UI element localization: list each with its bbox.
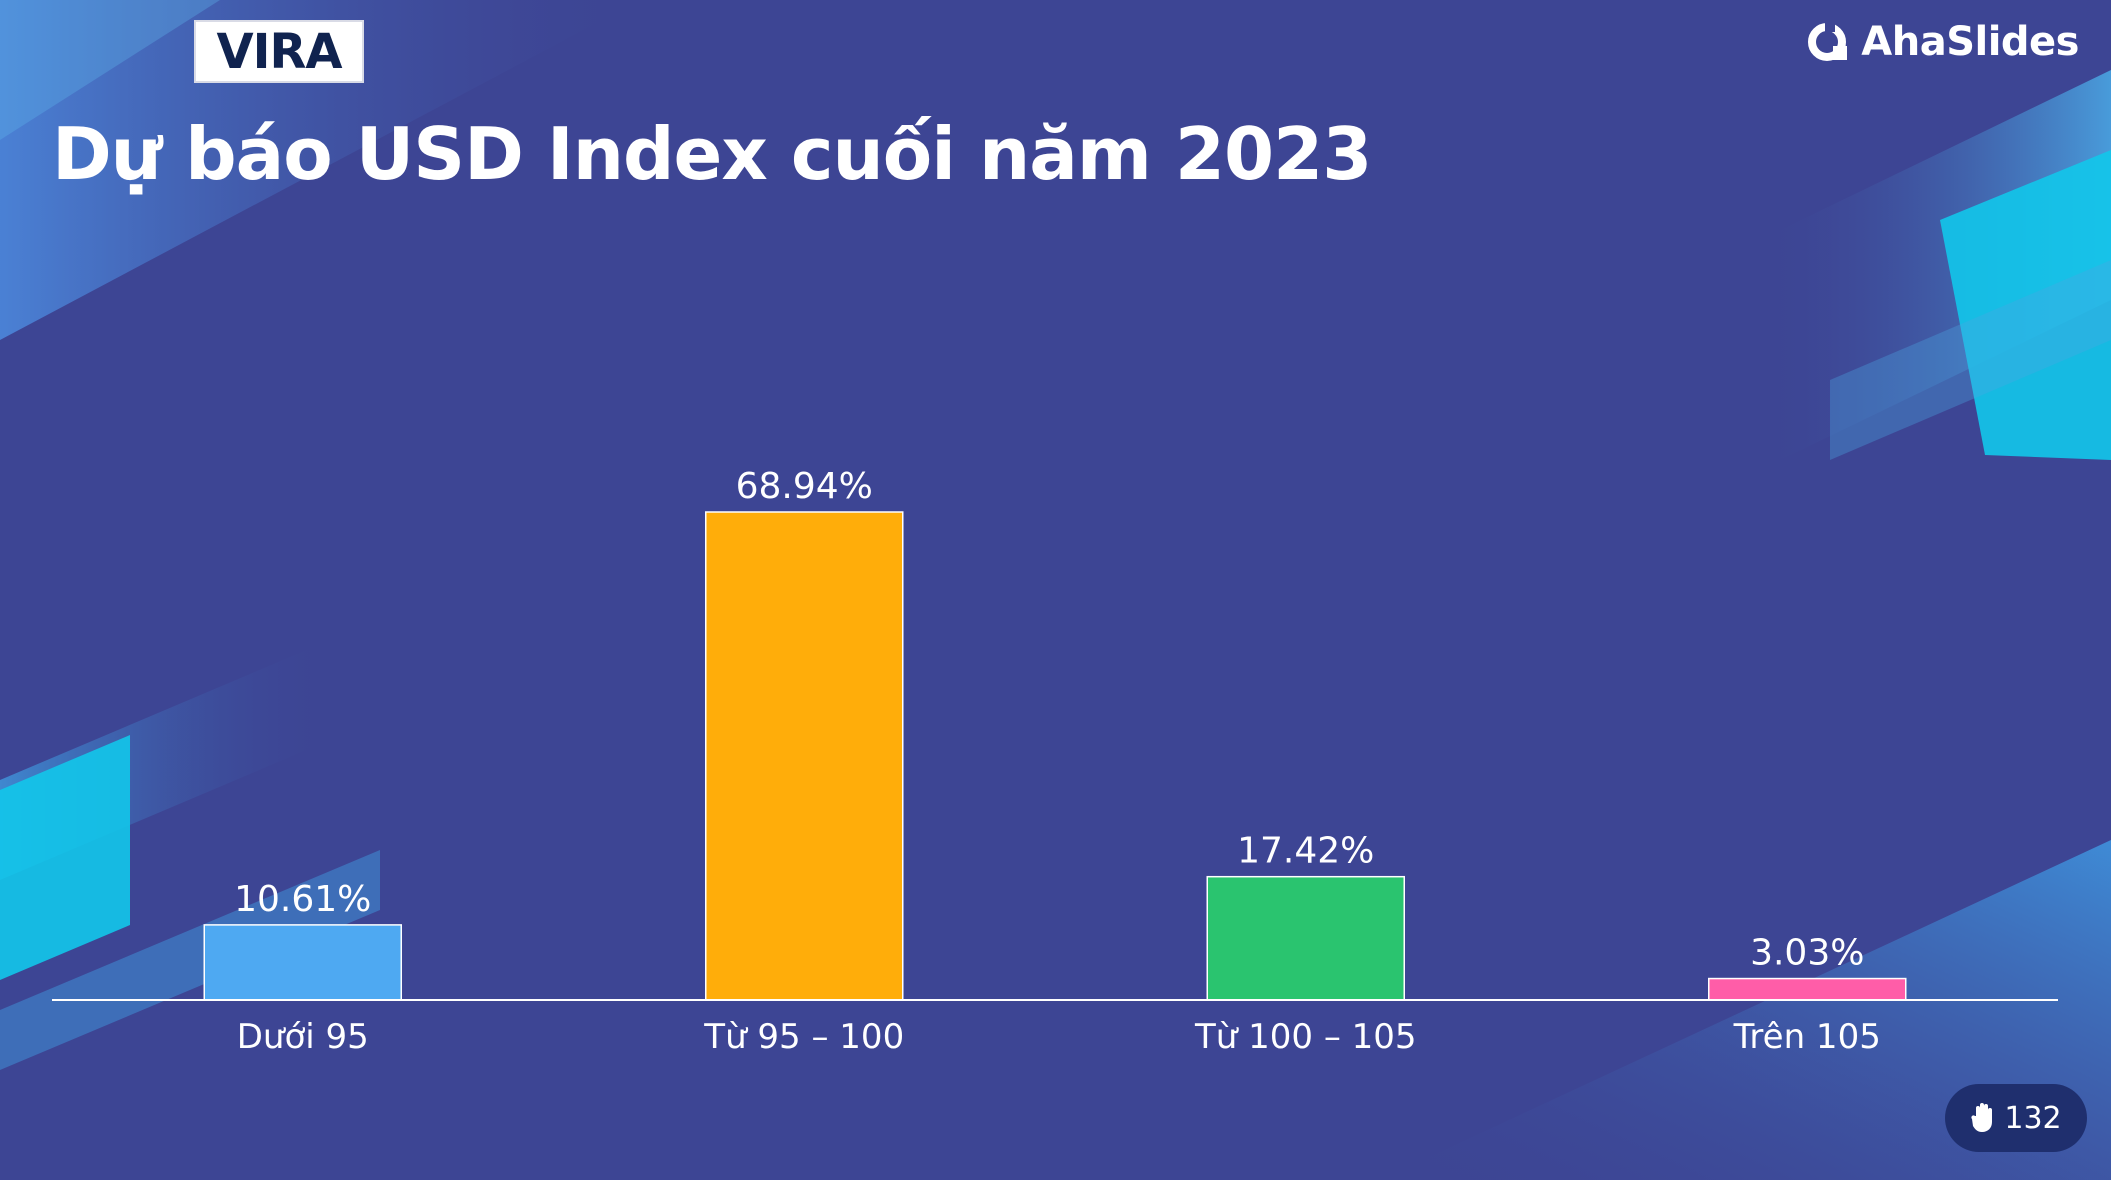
bar-2: [705, 511, 904, 1001]
bar-value-label-1: 10.61%: [234, 879, 371, 920]
vira-logo: VIRA: [194, 20, 364, 83]
response-count: 132: [2004, 1100, 2062, 1136]
category-label-2: Từ 95 – 100: [703, 1017, 904, 1057]
bar-1: [203, 924, 402, 1001]
bar-4: [1708, 977, 1907, 1001]
category-label-1: Dưới 95: [237, 1017, 369, 1057]
category-label-4: Trên 105: [1733, 1017, 1881, 1057]
category-label-3: Từ 100 – 105: [1194, 1017, 1417, 1057]
slide-title: Dự báo USD Index cuối năm 2023: [52, 112, 1372, 196]
bar-value-label-2: 68.94%: [736, 466, 873, 507]
hand-icon: [1971, 1103, 1993, 1132]
bar-3: [1206, 875, 1405, 1001]
response-count-badge: 132: [1945, 1084, 2087, 1152]
logo-text: VIRA: [216, 23, 342, 80]
brand-name: AhaSlides: [1861, 19, 2079, 65]
ahaslides-brand: AhaSlides: [1805, 18, 2079, 66]
bar-value-label-4: 3.03%: [1750, 933, 1864, 974]
bar-value-label-3: 17.42%: [1237, 831, 1374, 872]
ahaslides-logo-icon: [1808, 22, 1848, 61]
